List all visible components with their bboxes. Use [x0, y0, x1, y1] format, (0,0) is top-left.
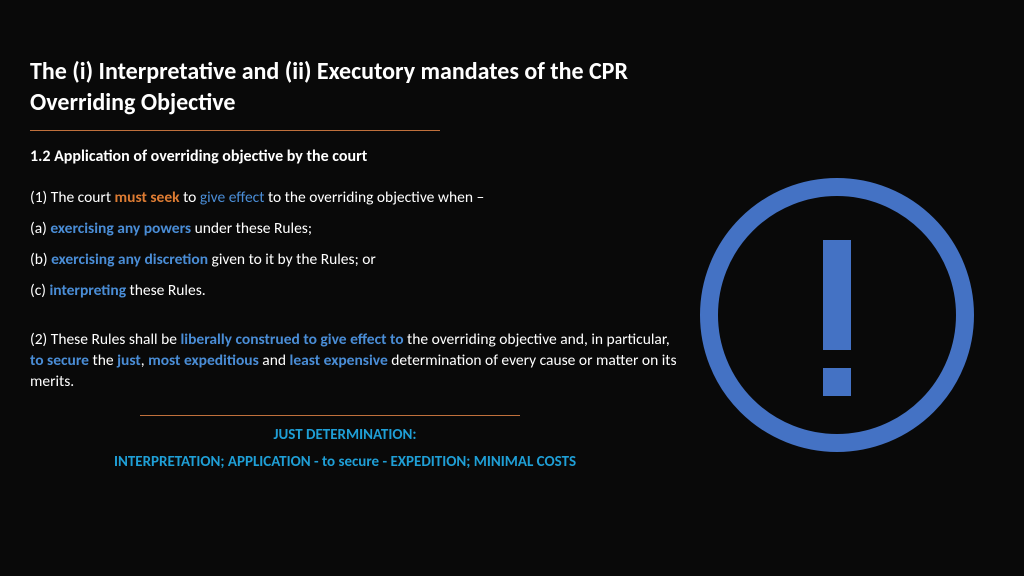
- txt: ,: [141, 351, 148, 370]
- hl-powers: exercising any powers: [50, 219, 191, 238]
- exclamation-circle-icon: [692, 170, 982, 460]
- rule-1a: (a) exercising any powers under these Ru…: [30, 219, 680, 240]
- txt: these Rules.: [126, 281, 206, 300]
- content-area: The (i) Interpretative and (ii) Executor…: [30, 56, 680, 472]
- txt: the: [89, 351, 117, 370]
- txt: to the overriding objective when –: [264, 188, 484, 207]
- txt: (c): [30, 281, 49, 300]
- hl-interpreting: interpreting: [49, 281, 126, 300]
- footer-line-1: JUST DETERMINATION:: [30, 426, 660, 444]
- rule-1b: (b) exercising any discretion given to i…: [30, 250, 680, 271]
- hl-expensive: least expensive: [290, 351, 388, 370]
- page-title: The (i) Interpretative and (ii) Executor…: [30, 56, 680, 118]
- footer-line-2: INTERPRETATION; APPLICATION - to secure …: [30, 452, 660, 472]
- txt: (1) The court: [30, 188, 115, 207]
- txt: the overriding objective and, in particu…: [404, 330, 670, 349]
- hl-secure: to secure: [30, 351, 89, 370]
- txt: (b): [30, 250, 51, 269]
- hl-just: just: [117, 351, 141, 370]
- hl-must-seek: must seek: [115, 188, 180, 207]
- footer-divider: [140, 415, 520, 416]
- hl-give-effect: give effect: [200, 188, 265, 207]
- rule-1c: (c) interpreting these Rules.: [30, 281, 680, 302]
- txt: to: [180, 188, 200, 207]
- txt: given to it by the Rules; or: [208, 250, 376, 269]
- txt: under these Rules;: [191, 219, 312, 238]
- title-divider: [30, 130, 440, 131]
- rule-2: (2) These Rules shall be liberally const…: [30, 330, 680, 393]
- txt: (2) These Rules shall be: [30, 330, 180, 349]
- txt: (a): [30, 219, 50, 238]
- txt: and: [259, 351, 290, 370]
- section-subhead: 1.2 Application of overriding objective …: [30, 147, 680, 166]
- rule-1: (1) The court must seek to give effect t…: [30, 188, 680, 209]
- hl-discretion: exercising any discretion: [51, 250, 208, 269]
- hl-liberally: liberally construed to give effect to: [180, 330, 403, 349]
- hl-expeditious: most expeditious: [148, 351, 259, 370]
